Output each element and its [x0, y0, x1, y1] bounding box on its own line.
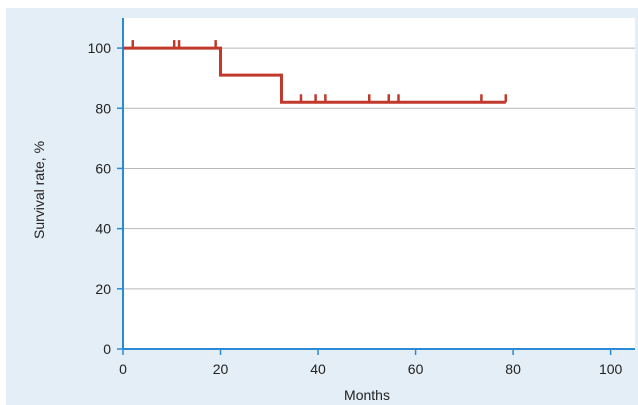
survival-curve-0 [123, 46, 506, 104]
x-tick-label-20: 20 [213, 361, 229, 377]
x-tick-label-100: 100 [599, 361, 623, 377]
y-tick-label-80: 80 [95, 100, 111, 116]
y-axis-title: Survival rate, % [31, 141, 47, 239]
y-tick-label-0: 0 [103, 341, 111, 357]
y-tick-label-40: 40 [95, 221, 111, 237]
x-axis-title: Months [344, 387, 390, 403]
y-tick-label-60: 60 [95, 160, 111, 176]
x-tick-label-40: 40 [310, 361, 326, 377]
plot-area [123, 18, 635, 349]
x-tick-label-80: 80 [505, 361, 521, 377]
x-tick-label-60: 60 [408, 361, 424, 377]
labels: 0 20 40 60 80 100 0 20 40 60 80 100 [88, 40, 623, 377]
x-tick-label-0: 0 [119, 361, 127, 377]
y-tick-label-100: 100 [88, 40, 112, 56]
axes [117, 18, 635, 355]
series-layer [123, 40, 508, 104]
y-tick-label-20: 20 [95, 281, 111, 297]
